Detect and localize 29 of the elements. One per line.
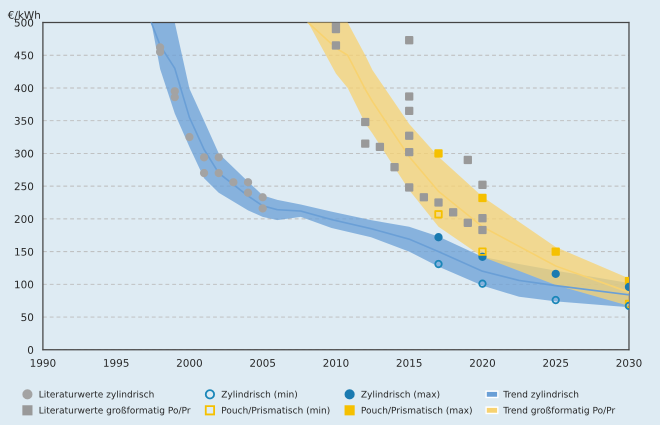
y-tick-label: 200 <box>14 215 34 223</box>
y-tick-label: 300 <box>14 150 34 158</box>
x-tick-label: 2005 <box>250 358 276 367</box>
x-tick-label: 1995 <box>104 358 129 367</box>
legend-label: Trend zylindrisch <box>503 390 578 400</box>
legend-label: Zylindrisch (max) <box>361 390 440 400</box>
x-tick-label: 1990 <box>30 358 56 367</box>
y-tick-label: 50 <box>21 313 34 322</box>
y-tick-label: 0 <box>28 346 34 354</box>
y-tick-label: 350 <box>14 116 34 125</box>
legend-label: Zylindrisch (min) <box>222 390 297 400</box>
legend-label: Pouch/Prismatisch (min) <box>222 406 330 415</box>
legend-label: Trend großformatig Po/Pr <box>503 406 616 416</box>
y-tick-label: 450 <box>14 51 34 60</box>
x-tick-label: 2020 <box>470 358 496 367</box>
x-tick-label: 2030 <box>616 358 642 367</box>
x-tick-label: 2015 <box>396 358 422 367</box>
x-tick-label: 2000 <box>176 358 202 367</box>
y-tick-label: 400 <box>14 84 34 92</box>
legend-label: Literaturwerte zylindrisch <box>40 390 154 400</box>
x-tick-label: 2025 <box>543 358 568 367</box>
y-tick-label: 250 <box>14 182 34 190</box>
y-tick-label: 500 <box>14 18 34 27</box>
y-tick-label: 150 <box>15 248 34 256</box>
y-tick-label: 100 <box>15 280 34 288</box>
legend-label: Literaturwerte großformatig Po/Pr <box>40 406 191 416</box>
y-axis-title: €/kWh <box>8 10 40 20</box>
legend-label: Pouch/Prismatisch (max) <box>362 406 472 415</box>
x-tick-label: 2010 <box>323 358 349 367</box>
